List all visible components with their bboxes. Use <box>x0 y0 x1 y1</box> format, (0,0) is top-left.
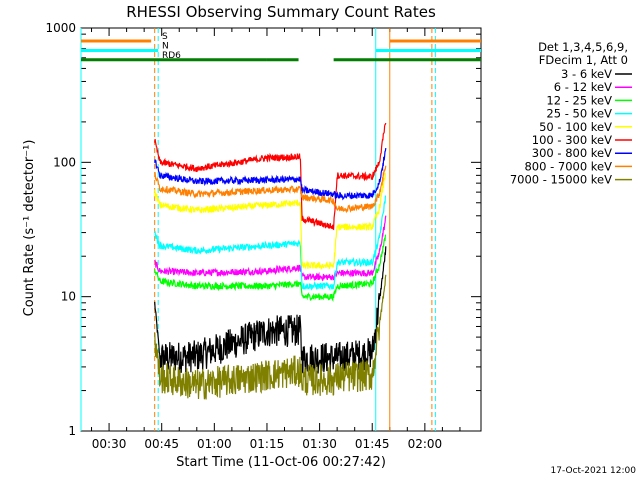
legend-header-line-1: Det 1,3,4,5,6,9, <box>538 40 628 54</box>
flag-label-rd6: RD6 <box>162 51 181 61</box>
series-line-1 <box>154 215 387 282</box>
y-tick-label-2: 100 <box>53 155 76 169</box>
y-tick-label-1: 10 <box>61 290 76 304</box>
y-tick-label-3: 1000 <box>45 21 76 35</box>
x-axis-label: Start Time (11-Oct-06 00:27:42) <box>176 455 386 470</box>
series-line-6 <box>154 148 387 201</box>
legend-label-8: 7000 - 15000 keV <box>510 173 612 187</box>
y-tick-label-0: 1 <box>68 424 76 438</box>
flag-label-n: N <box>162 41 169 51</box>
series-line-0 <box>154 246 387 374</box>
series-line-2 <box>154 234 387 303</box>
legend-label-6: 300 - 800 keV <box>532 146 612 160</box>
series-line-7 <box>154 165 387 214</box>
chart-title: RHESSI Observing Summary Count Rates <box>126 3 436 21</box>
x-tick-label-3: 01:15 <box>250 437 285 451</box>
legend-label-5: 100 - 300 keV <box>532 133 612 147</box>
legend-header-line-2: FDecim 1, Att 0 <box>539 53 628 67</box>
footer-date: 17-Oct-2021 12:00 <box>551 466 637 476</box>
x-tick-label-6: 02:00 <box>408 437 443 451</box>
x-tick-label-0: 00:30 <box>92 437 127 451</box>
x-tick-label-2: 01:00 <box>197 437 232 451</box>
legend-label-3: 25 - 50 keV <box>546 107 612 121</box>
x-tick-label-1: 00:45 <box>144 437 179 451</box>
series-line-3 <box>154 195 386 291</box>
series-line-5 <box>154 122 387 231</box>
legend-label-0: 3 - 6 keV <box>561 67 612 81</box>
legend-label-2: 12 - 25 keV <box>546 93 612 107</box>
legend-label-4: 50 - 100 keV <box>539 120 612 134</box>
series-line-4 <box>154 172 387 270</box>
legend-label-7: 800 - 7000 keV <box>524 159 612 173</box>
x-tick-label-4: 01:30 <box>302 437 337 451</box>
legend-label-1: 6 - 12 keV <box>554 80 612 94</box>
y-axis-label: Count Rate (s⁻¹ detector⁻¹) <box>22 140 37 317</box>
x-tick-label-5: 01:45 <box>355 437 390 451</box>
series-line-8 <box>154 274 387 400</box>
flag-label-s: S <box>162 32 168 42</box>
